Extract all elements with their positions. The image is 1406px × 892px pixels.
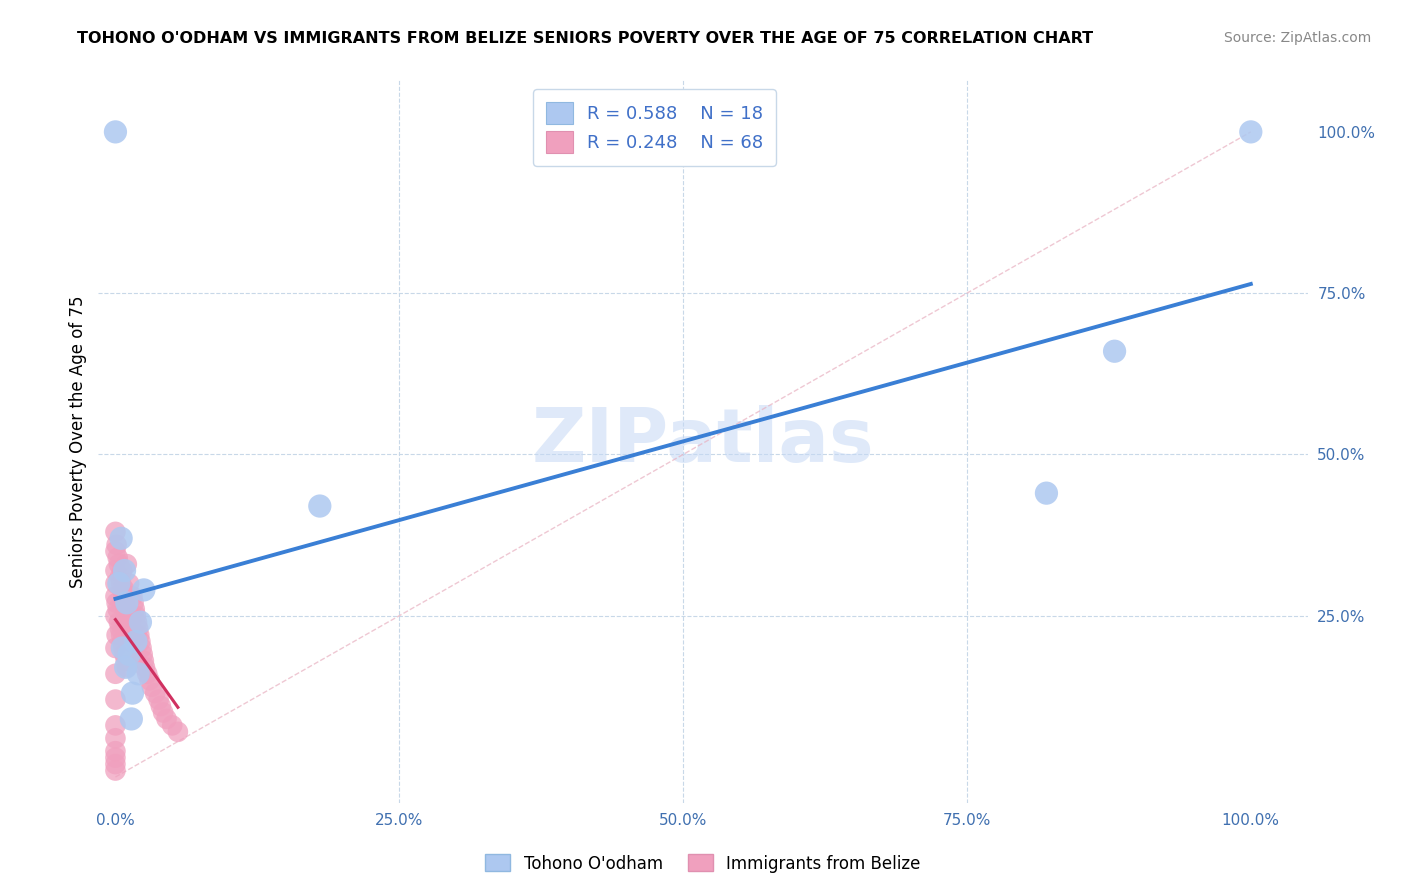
Point — [1240, 125, 1263, 139]
Point — [127, 666, 149, 681]
Point — [136, 666, 159, 681]
Point — [138, 673, 160, 688]
Point — [125, 608, 148, 623]
Point — [132, 582, 155, 597]
Point — [155, 712, 177, 726]
Point — [131, 648, 153, 662]
Point — [143, 686, 166, 700]
Point — [121, 686, 143, 700]
Point — [104, 666, 127, 681]
Point — [104, 608, 127, 623]
Point — [108, 557, 131, 571]
Point — [129, 615, 152, 630]
Point — [110, 531, 132, 545]
Point — [104, 564, 127, 578]
Legend: R = 0.588    N = 18, R = 0.248    N = 68: R = 0.588 N = 18, R = 0.248 N = 68 — [533, 89, 776, 166]
Point — [125, 628, 148, 642]
Text: Source: ZipAtlas.com: Source: ZipAtlas.com — [1223, 31, 1371, 45]
Point — [115, 608, 138, 623]
Point — [141, 680, 163, 694]
Point — [132, 654, 155, 668]
Point — [121, 608, 143, 623]
Point — [149, 699, 172, 714]
Point — [160, 718, 183, 732]
Legend: Tohono O'odham, Immigrants from Belize: Tohono O'odham, Immigrants from Belize — [479, 847, 927, 880]
Point — [120, 712, 142, 726]
Point — [121, 590, 143, 604]
Point — [110, 628, 132, 642]
Point — [122, 596, 145, 610]
Point — [104, 764, 127, 778]
Point — [108, 570, 131, 584]
Point — [108, 615, 131, 630]
Point — [108, 576, 131, 591]
Point — [104, 125, 127, 139]
Point — [104, 524, 127, 539]
Point — [115, 660, 138, 674]
Point — [104, 744, 127, 758]
Point — [148, 692, 170, 706]
Point — [118, 576, 141, 591]
Point — [167, 724, 190, 739]
Point — [107, 602, 129, 616]
Point — [115, 596, 138, 610]
Point — [125, 634, 148, 648]
Point — [131, 640, 153, 655]
Point — [107, 550, 129, 565]
Point — [115, 557, 138, 571]
Point — [104, 692, 127, 706]
Point — [111, 634, 134, 648]
Point — [108, 622, 131, 636]
Point — [124, 602, 146, 616]
Point — [129, 634, 152, 648]
Point — [134, 660, 156, 674]
Point — [114, 648, 136, 662]
Text: ZIPatlas: ZIPatlas — [531, 405, 875, 478]
Point — [1035, 486, 1057, 500]
Point — [308, 499, 330, 513]
Point — [152, 706, 174, 720]
Point — [112, 590, 135, 604]
Point — [114, 596, 136, 610]
Point — [117, 615, 139, 630]
Point — [118, 648, 141, 662]
Point — [120, 634, 142, 648]
Point — [112, 640, 135, 655]
Point — [114, 654, 136, 668]
Point — [105, 596, 128, 610]
Y-axis label: Seniors Poverty Over the Age of 75: Seniors Poverty Over the Age of 75 — [69, 295, 87, 588]
Point — [125, 615, 148, 630]
Point — [104, 731, 127, 746]
Point — [104, 576, 127, 591]
Point — [114, 582, 136, 597]
Point — [104, 640, 127, 655]
Point — [120, 628, 142, 642]
Point — [105, 538, 128, 552]
Point — [111, 640, 134, 655]
Point — [114, 660, 136, 674]
Point — [114, 564, 136, 578]
Point — [104, 590, 127, 604]
Point — [111, 582, 134, 597]
Point — [110, 576, 132, 591]
Text: TOHONO O'ODHAM VS IMMIGRANTS FROM BELIZE SENIORS POVERTY OVER THE AGE OF 75 CORR: TOHONO O'ODHAM VS IMMIGRANTS FROM BELIZE… — [77, 31, 1094, 46]
Point — [128, 628, 150, 642]
Point — [127, 622, 149, 636]
Point — [104, 718, 127, 732]
Point — [118, 622, 141, 636]
Point — [114, 602, 136, 616]
Point — [105, 628, 128, 642]
Point — [104, 757, 127, 772]
Point — [111, 564, 134, 578]
Point — [104, 544, 127, 558]
Point — [1104, 344, 1126, 359]
Point — [104, 750, 127, 764]
